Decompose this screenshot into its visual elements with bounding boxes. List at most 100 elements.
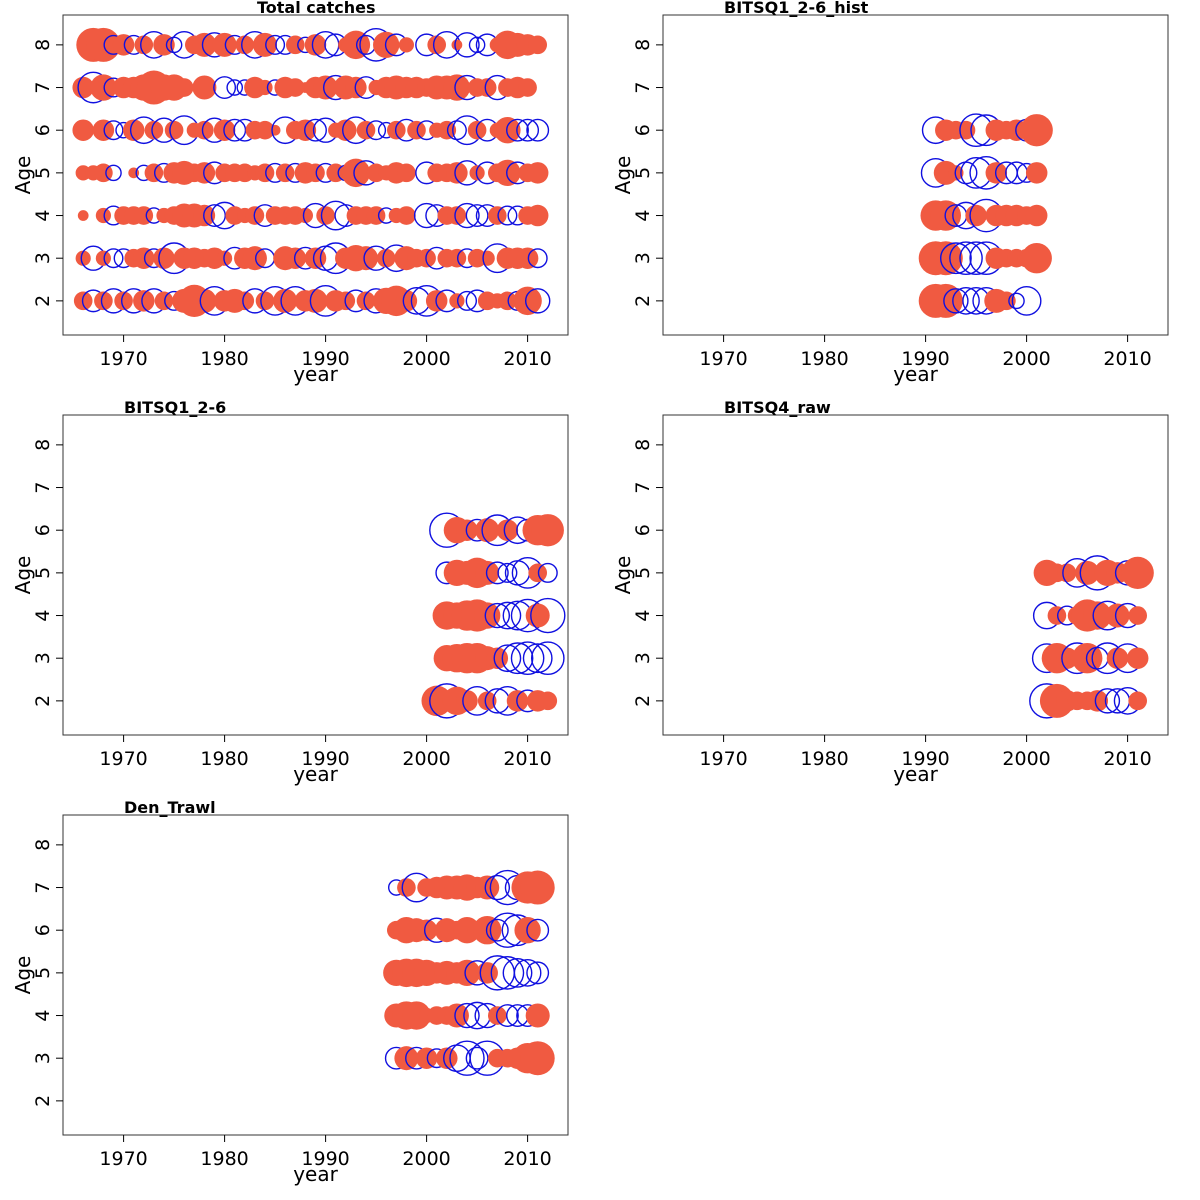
positive-residual-bubble <box>353 246 379 271</box>
y-tick-label: 6 <box>32 924 54 936</box>
positive-residual-bubble <box>520 870 555 905</box>
negative-residual-bubble <box>454 1002 480 1029</box>
y-tick-label: 6 <box>32 124 54 136</box>
positive-residual-bubble <box>525 603 550 628</box>
negative-residual-bubble <box>497 562 518 583</box>
positive-residual-bubble <box>516 247 539 269</box>
x-tick-label: 1970 <box>99 348 147 370</box>
positive-residual-bubble <box>255 291 275 311</box>
positive-residual-bubble <box>212 32 237 57</box>
positive-residual-bubble <box>397 163 416 183</box>
positive-residual-bubble <box>525 1003 550 1028</box>
positive-residual-bubble <box>112 34 135 56</box>
positive-residual-bubble <box>195 120 214 140</box>
positive-residual-bubble <box>928 241 963 276</box>
positive-residual-bubble <box>341 158 371 188</box>
positive-residual-bubble <box>1025 204 1048 227</box>
y-tick-label: 8 <box>32 39 54 51</box>
positive-residual-bubble <box>356 120 376 140</box>
positive-residual-bubble <box>421 685 452 717</box>
x-axis-label: year <box>293 362 338 386</box>
positive-residual-bubble <box>94 291 113 311</box>
negative-residual-bubble <box>1011 285 1042 316</box>
positive-residual-bubble <box>297 207 313 224</box>
positive-residual-bubble <box>235 291 255 311</box>
y-tick-label: 6 <box>632 124 654 136</box>
panel-1: Total catches 1970 1980 1990 2000 2010 2 3 4 5 6 7 8… <box>11 0 569 386</box>
positive-residual-bubble <box>526 204 549 227</box>
y-tick-label: 2 <box>32 295 54 307</box>
y-tick-label: 8 <box>632 439 654 451</box>
negative-residual-bubble <box>304 118 327 142</box>
x-tick-label: 1980 <box>200 1148 248 1170</box>
x-tick-label: 1990 <box>301 1148 349 1170</box>
positive-residual-bubble <box>1056 647 1078 669</box>
x-tick-label: 2010 <box>503 748 551 770</box>
negative-residual-bubble <box>456 290 478 311</box>
y-tick-label: 5 <box>32 167 54 179</box>
positive-residual-bubble <box>1126 647 1149 669</box>
positive-residual-bubble <box>133 290 155 312</box>
y-axis-label: Age <box>611 156 635 195</box>
positive-residual-bubble <box>449 293 465 309</box>
y-tick-label: 5 <box>632 567 654 579</box>
plot-frame <box>62 814 569 1136</box>
positive-residual-bubble <box>1128 691 1148 711</box>
x-tick-label: 1970 <box>99 1148 147 1170</box>
positive-residual-bubble <box>436 1047 458 1069</box>
negative-residual-bubble <box>449 1040 485 1076</box>
negative-residual-bubble <box>504 560 531 586</box>
x-tick-label: 2010 <box>1103 348 1151 370</box>
y-tick-label: 2 <box>632 695 654 707</box>
positive-residual-bubble <box>304 34 327 56</box>
panel-title: BITSQ4_raw <box>724 398 831 417</box>
positive-residual-bubble <box>235 35 255 55</box>
negative-residual-bubble <box>454 32 480 58</box>
x-tick-label: 2000 <box>402 748 450 770</box>
positive-residual-bubble <box>192 288 217 313</box>
positive-residual-bubble <box>513 286 542 316</box>
positive-residual-bubble <box>122 119 145 141</box>
x-tick-label: 1990 <box>301 748 349 770</box>
y-tick-label: 4 <box>32 1009 54 1021</box>
y-tick-label: 4 <box>32 209 54 221</box>
x-tick-label: 2000 <box>402 348 450 370</box>
positive-residual-bubble <box>273 288 298 313</box>
negative-residual-bubble <box>530 597 566 634</box>
negative-residual-bubble <box>465 1046 489 1070</box>
negative-residual-bubble <box>1008 292 1025 310</box>
positive-residual-bubble <box>154 291 174 311</box>
positive-residual-bubble <box>456 690 478 712</box>
x-tick-label: 2010 <box>503 348 551 370</box>
positive-residual-bubble <box>528 563 548 583</box>
x-tick-label: 1970 <box>699 348 747 370</box>
positive-residual-bubble <box>255 120 275 140</box>
x-tick-label: 1980 <box>200 348 248 370</box>
y-tick-label: 2 <box>632 295 654 307</box>
positive-residual-bubble <box>1047 606 1067 625</box>
y-tick-label: 5 <box>32 567 54 579</box>
positive-residual-bubble <box>427 35 447 55</box>
x-tick-label: 2010 <box>1103 748 1151 770</box>
panel-4: BITSQ4_raw 1970 1980 1990 2000 2010 2 3 4 5 6 7 8 yea… <box>611 398 1169 786</box>
positive-residual-bubble <box>526 162 549 184</box>
positive-residual-bubble <box>133 247 155 269</box>
positive-residual-bubble <box>474 602 501 629</box>
y-tick-label: 4 <box>632 209 654 221</box>
negative-residual-bubble <box>526 918 550 942</box>
negative-residual-bubble <box>203 204 226 227</box>
positive-residual-bubble <box>90 74 117 101</box>
negative-residual-bubble <box>103 248 124 269</box>
negative-residual-bubble <box>495 1004 519 1027</box>
negative-residual-bubble <box>526 961 550 985</box>
panel-title: Den_Trawl <box>124 798 216 817</box>
positive-residual-bubble <box>92 119 115 141</box>
negative-residual-bubble <box>485 561 509 585</box>
positive-residual-bubble <box>1021 242 1052 274</box>
positive-residual-bubble <box>965 204 987 227</box>
positive-residual-bubble <box>443 74 471 101</box>
positive-residual-bubble <box>1057 563 1077 583</box>
x-axis-label: year <box>293 762 338 786</box>
positive-residual-bubble <box>956 120 976 140</box>
plot-frame <box>662 14 1169 336</box>
